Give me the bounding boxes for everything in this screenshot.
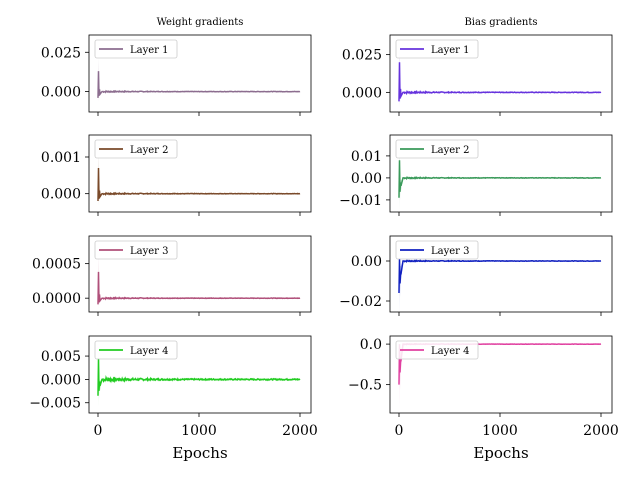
panel-weight-layer-3: 0.0000 0.0005 Layer 3 (32, 235, 312, 316)
bias-gradients-title: Bias gradients (464, 17, 537, 28)
series-line (97, 167, 301, 202)
axes-frame (88, 34, 312, 113)
x-tick-label: 1000 (181, 423, 217, 439)
panel-weight-layer-2: 0.000 0.001 Layer 2 (41, 134, 312, 216)
legend-box (395, 340, 479, 360)
y-tick-label: 0.025 (342, 48, 382, 64)
axes-frame (88, 335, 312, 414)
legend-box (395, 240, 479, 260)
panels-group: 0.0000.025 Layer 10.0000.001 Layer 20.0000… (29, 34, 619, 439)
uncertainty-band (399, 149, 601, 210)
legend-box (395, 139, 479, 159)
legend-label: Layer 1 (130, 45, 169, 56)
y-tick-label: 0.000 (41, 372, 81, 388)
y-tick-label: 0.00 (351, 171, 382, 187)
legend-label: Layer 2 (431, 145, 470, 156)
axes-frame (389, 235, 613, 313)
panel-weight-layer-1: 0.000 0.025 Layer 1 (41, 34, 312, 116)
x-tick-label: 0 (94, 423, 103, 439)
legend-label: Layer 2 (130, 145, 169, 156)
legend-box (94, 240, 178, 260)
x-tick-label: 0 (395, 423, 404, 439)
y-tick-label: 0.000 (41, 85, 81, 101)
x-tick-label: 2000 (583, 423, 619, 439)
x-axis-label-left: Epochs (172, 444, 227, 462)
uncertainty-band (98, 58, 300, 102)
axes-frame (389, 134, 613, 213)
series-line (97, 71, 301, 98)
legend-label: Layer 3 (431, 246, 470, 257)
legend-box (94, 139, 178, 159)
legend-label: Layer 4 (431, 346, 470, 357)
panel-bias-layer-4: −0.5 0.0 0 1000 2000 Layer 4 (348, 335, 619, 439)
y-tick-label: 0.01 (351, 149, 382, 165)
axes-frame (389, 34, 613, 113)
panel-bias-layer-2: −0.01 0.00 0.01 Layer 2 (339, 134, 613, 216)
y-tick-label: −0.02 (339, 294, 382, 310)
y-tick-label: 0.000 (342, 85, 382, 101)
x-tick-label: 1000 (482, 423, 518, 439)
weight-gradients-title: Weight gradients (157, 17, 244, 28)
y-tick-label: 0.0005 (32, 257, 81, 273)
uncertainty-band (399, 257, 601, 313)
y-tick-label: −0.005 (29, 396, 81, 412)
y-tick-label: −0.5 (348, 378, 382, 394)
legend-box (94, 39, 178, 59)
y-tick-label: 0.005 (41, 349, 81, 365)
panel-bias-layer-3: −0.02 0.00 Layer 3 (339, 235, 613, 316)
uncertainty-band (98, 255, 300, 309)
panel-weight-layer-4: −0.005 0.000 0.005 0 1000 2000 Layer 4 (29, 335, 318, 439)
y-tick-label: 0.00 (351, 254, 382, 270)
legend-label: Layer 1 (431, 45, 470, 56)
axes-frame (88, 235, 312, 313)
y-tick-label: 0.000 (41, 187, 81, 203)
series-line (398, 258, 602, 294)
legend-label: Layer 3 (130, 246, 169, 257)
y-tick-label: −0.01 (339, 193, 382, 209)
y-tick-label: 0.001 (41, 150, 81, 166)
legend-box (395, 39, 479, 59)
series-line (398, 62, 602, 102)
x-axis-label-right: Epochs (473, 444, 528, 462)
y-tick-label: 0.0 (360, 337, 382, 353)
series-line (398, 160, 602, 198)
y-tick-label: 0.0000 (32, 291, 81, 307)
legend-box (94, 340, 178, 360)
axes-frame (88, 134, 312, 213)
uncertainty-band (98, 152, 300, 206)
series-line (97, 271, 301, 305)
x-tick-label: 2000 (282, 423, 318, 439)
y-tick-label: 0.025 (41, 45, 81, 61)
panel-bias-layer-1: 0.000 0.025 Layer 1 (342, 34, 613, 116)
legend-label: Layer 4 (130, 346, 169, 357)
series-line (97, 358, 301, 396)
axes-frame (389, 335, 613, 414)
